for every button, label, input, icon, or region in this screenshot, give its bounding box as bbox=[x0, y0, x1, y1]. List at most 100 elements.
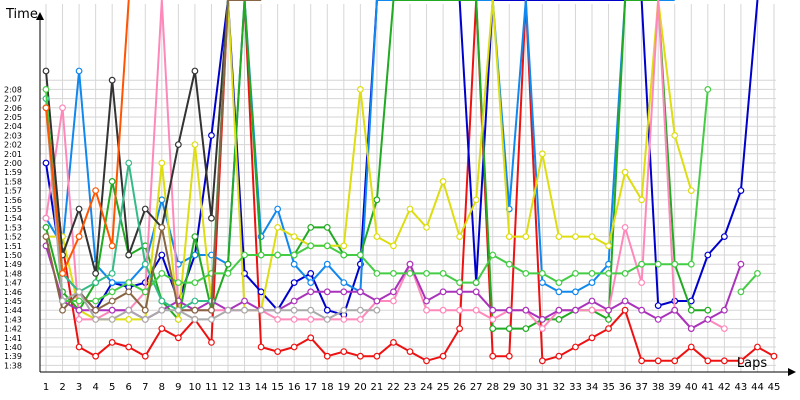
data-point bbox=[141, 352, 149, 360]
data-point bbox=[290, 251, 298, 259]
x-tick-label: 45 bbox=[768, 382, 781, 393]
data-point bbox=[75, 233, 83, 241]
data-point bbox=[720, 357, 728, 365]
data-point bbox=[241, 251, 248, 259]
data-point bbox=[538, 270, 546, 277]
data-point bbox=[340, 279, 348, 287]
x-tick-label: 19 bbox=[337, 382, 350, 393]
data-point bbox=[290, 316, 298, 323]
x-tick-label: 39 bbox=[668, 382, 681, 393]
data-point bbox=[125, 279, 133, 287]
data-point bbox=[323, 260, 331, 268]
data-point bbox=[307, 223, 315, 231]
data-point bbox=[42, 159, 50, 167]
data-point bbox=[191, 279, 199, 287]
data-point bbox=[472, 306, 480, 314]
data-point bbox=[588, 233, 596, 241]
data-point bbox=[257, 251, 265, 259]
x-tick-label: 32 bbox=[553, 382, 566, 393]
y-tick-label: 1:40 bbox=[4, 343, 22, 352]
data-point bbox=[75, 67, 83, 75]
data-point bbox=[538, 325, 546, 333]
data-point bbox=[522, 233, 530, 241]
data-point bbox=[555, 233, 563, 241]
data-point bbox=[125, 251, 133, 259]
y-tick-label: 1:52 bbox=[4, 233, 22, 242]
data-point bbox=[439, 352, 447, 360]
data-point bbox=[158, 159, 166, 167]
data-point bbox=[241, 297, 248, 305]
data-point bbox=[356, 316, 364, 323]
series-12 bbox=[42, 0, 130, 277]
data-point bbox=[373, 352, 381, 360]
data-point bbox=[108, 76, 116, 84]
data-point bbox=[356, 306, 364, 314]
data-point bbox=[472, 279, 480, 287]
data-point bbox=[390, 339, 397, 346]
data-point bbox=[224, 306, 232, 314]
data-point bbox=[572, 233, 579, 241]
y-tick-label: 1:59 bbox=[4, 168, 22, 177]
data-point bbox=[390, 242, 397, 250]
data-point bbox=[472, 196, 480, 204]
x-tick-label: 27 bbox=[470, 382, 483, 393]
data-point bbox=[125, 306, 133, 314]
data-point bbox=[290, 260, 298, 268]
series-lines bbox=[42, 0, 778, 365]
x-tick-label: 9 bbox=[175, 382, 181, 393]
data-point bbox=[605, 325, 612, 333]
data-point bbox=[373, 297, 381, 305]
data-point bbox=[687, 325, 695, 333]
series-line bbox=[46, 0, 693, 321]
data-point bbox=[555, 306, 563, 314]
data-point bbox=[704, 357, 712, 365]
data-point bbox=[108, 177, 116, 185]
data-point bbox=[191, 297, 199, 305]
data-point bbox=[290, 297, 298, 305]
y-tick-label: 2:00 bbox=[4, 159, 22, 168]
data-point bbox=[75, 205, 83, 213]
data-point bbox=[456, 279, 464, 287]
data-point bbox=[456, 325, 464, 333]
x-tick-label: 35 bbox=[602, 382, 615, 393]
y-tick-label: 2:06 bbox=[4, 104, 22, 113]
data-point bbox=[274, 348, 282, 356]
data-point bbox=[572, 270, 579, 277]
data-point bbox=[274, 251, 282, 259]
data-point bbox=[356, 288, 364, 296]
data-point bbox=[307, 279, 315, 287]
x-tick-label: 31 bbox=[536, 382, 549, 393]
data-point bbox=[92, 316, 100, 323]
data-point bbox=[373, 196, 381, 204]
data-point bbox=[373, 233, 381, 241]
x-tick-label: 25 bbox=[437, 382, 450, 393]
data-point bbox=[92, 306, 100, 314]
data-point bbox=[92, 352, 100, 360]
y-tick-label: 2:08 bbox=[4, 85, 22, 94]
series-line bbox=[740, 272, 759, 293]
x-tick-label: 18 bbox=[321, 382, 334, 393]
data-point bbox=[505, 352, 513, 360]
data-point bbox=[538, 279, 546, 287]
x-tick-label: 42 bbox=[718, 382, 731, 393]
data-point bbox=[59, 306, 66, 314]
data-point bbox=[174, 334, 182, 342]
data-point bbox=[472, 288, 480, 296]
data-point bbox=[671, 306, 679, 314]
data-point bbox=[224, 270, 232, 277]
data-point bbox=[208, 306, 215, 314]
data-point bbox=[654, 316, 662, 323]
y-tick-label: 1:38 bbox=[4, 361, 22, 370]
data-point bbox=[191, 306, 199, 314]
data-point bbox=[158, 325, 166, 333]
x-tick-label: 23 bbox=[404, 382, 417, 393]
data-point bbox=[356, 85, 364, 93]
data-point bbox=[174, 141, 182, 149]
data-point bbox=[737, 288, 745, 296]
x-tick-labels: 1 2 3 4 5 6 7 8 9 10 11 12 13 14 15 16 17 18 19 20 21 22 23 24 2… bbox=[43, 382, 781, 393]
x-tick-label: 43 bbox=[735, 382, 748, 393]
data-point bbox=[704, 251, 712, 259]
y-axis-arrow bbox=[36, 12, 44, 20]
data-point bbox=[720, 306, 728, 314]
data-point bbox=[588, 270, 596, 277]
